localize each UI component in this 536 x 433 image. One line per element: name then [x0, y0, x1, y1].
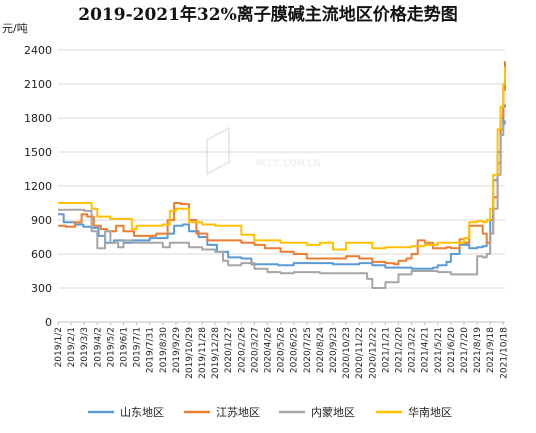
y-axis-label: 元/吨 — [2, 22, 28, 35]
x-tick-label: 2020/7/25 — [303, 327, 313, 373]
watermark-logo: BCCC.COM.CN — [206, 126, 321, 176]
series-line-3 — [58, 120, 506, 289]
legend: 山东地区 江苏地区 内蒙地区 华南地区 — [88, 405, 452, 419]
legend-label: 江苏地区 — [216, 406, 260, 419]
x-tick-label: 2020/11/22 — [355, 327, 365, 379]
y-tick-label: 2400 — [24, 44, 52, 57]
x-tick-label: 2019/10/29 — [185, 327, 195, 379]
x-tick-label: 2019/9/29 — [172, 327, 182, 373]
chart-title: 2019-2021年32%离子膜碱主流地区价格走势图 — [78, 4, 458, 25]
x-tick-label: 2020/1/27 — [224, 327, 234, 373]
y-tick-label: 1800 — [24, 112, 52, 125]
x-tick-label: 2021/5/21 — [434, 327, 444, 373]
x-tick-label: 2020/8/24 — [316, 327, 326, 373]
x-tick-label: 2020/4/26 — [264, 327, 274, 373]
x-tick-label: 2020/12/22 — [368, 327, 378, 379]
x-tick-label: 2021/3/22 — [408, 327, 418, 373]
y-tick-label: 0 — [45, 316, 52, 329]
x-tick-label: 2021/9/18 — [486, 327, 496, 373]
x-tick-label: 2020/3/27 — [250, 327, 260, 373]
x-tick-label: 2021/8/19 — [473, 327, 483, 373]
y-tick-label: 900 — [31, 214, 52, 227]
x-tick-label: 2019/3/3 — [80, 327, 90, 367]
x-tick-label: 2019/6/1 — [119, 327, 129, 367]
legend-label: 内蒙地区 — [311, 405, 355, 419]
x-tick-label: 2020/9/23 — [329, 327, 339, 373]
legend-label: 山东地区 — [120, 406, 164, 419]
x-tick-label: 2019/7/31 — [146, 327, 156, 373]
x-tick-label: 2019/2/1 — [67, 327, 77, 367]
x-tick-label: 2021/10/18 — [499, 327, 509, 379]
series-line-4 — [58, 67, 506, 251]
x-tick-label: 2019/4/2 — [93, 327, 103, 367]
x-tick-label: 2021/2/20 — [394, 327, 404, 373]
legend-label: 华南地区 — [408, 405, 452, 419]
series-line-2 — [58, 61, 506, 266]
watermark-text: BCCC.COM.CN — [256, 159, 321, 169]
y-tick-label: 300 — [31, 282, 52, 295]
x-tick-label: 2019/8/30 — [159, 327, 169, 373]
x-tick-label: 2021/6/20 — [447, 327, 457, 373]
x-tick-label: 2019/5/2 — [106, 327, 116, 367]
x-tick-label: 2021/4/21 — [421, 327, 431, 373]
x-tick-label: 2021/7/20 — [460, 327, 470, 373]
x-tick-label: 2020/10/23 — [342, 327, 352, 379]
x-tick-label: 2020/6/25 — [290, 327, 300, 373]
x-tick-label: 2019/7/1 — [133, 327, 143, 367]
y-tick-label: 2100 — [24, 78, 52, 91]
y-tick-label: 1200 — [24, 180, 52, 193]
x-tick-label: 2019/12/28 — [211, 327, 221, 379]
x-tick-label: 2019/11/28 — [198, 327, 208, 379]
x-tick-label: 2019/1/2 — [54, 327, 64, 367]
x-tick-label: 2021/1/21 — [381, 327, 391, 373]
y-tick-label: 1500 — [24, 146, 52, 159]
y-tick-label: 600 — [31, 248, 52, 261]
x-tick-label: 2020/5/26 — [277, 327, 287, 373]
x-tick-label: 2020/2/26 — [237, 327, 247, 373]
